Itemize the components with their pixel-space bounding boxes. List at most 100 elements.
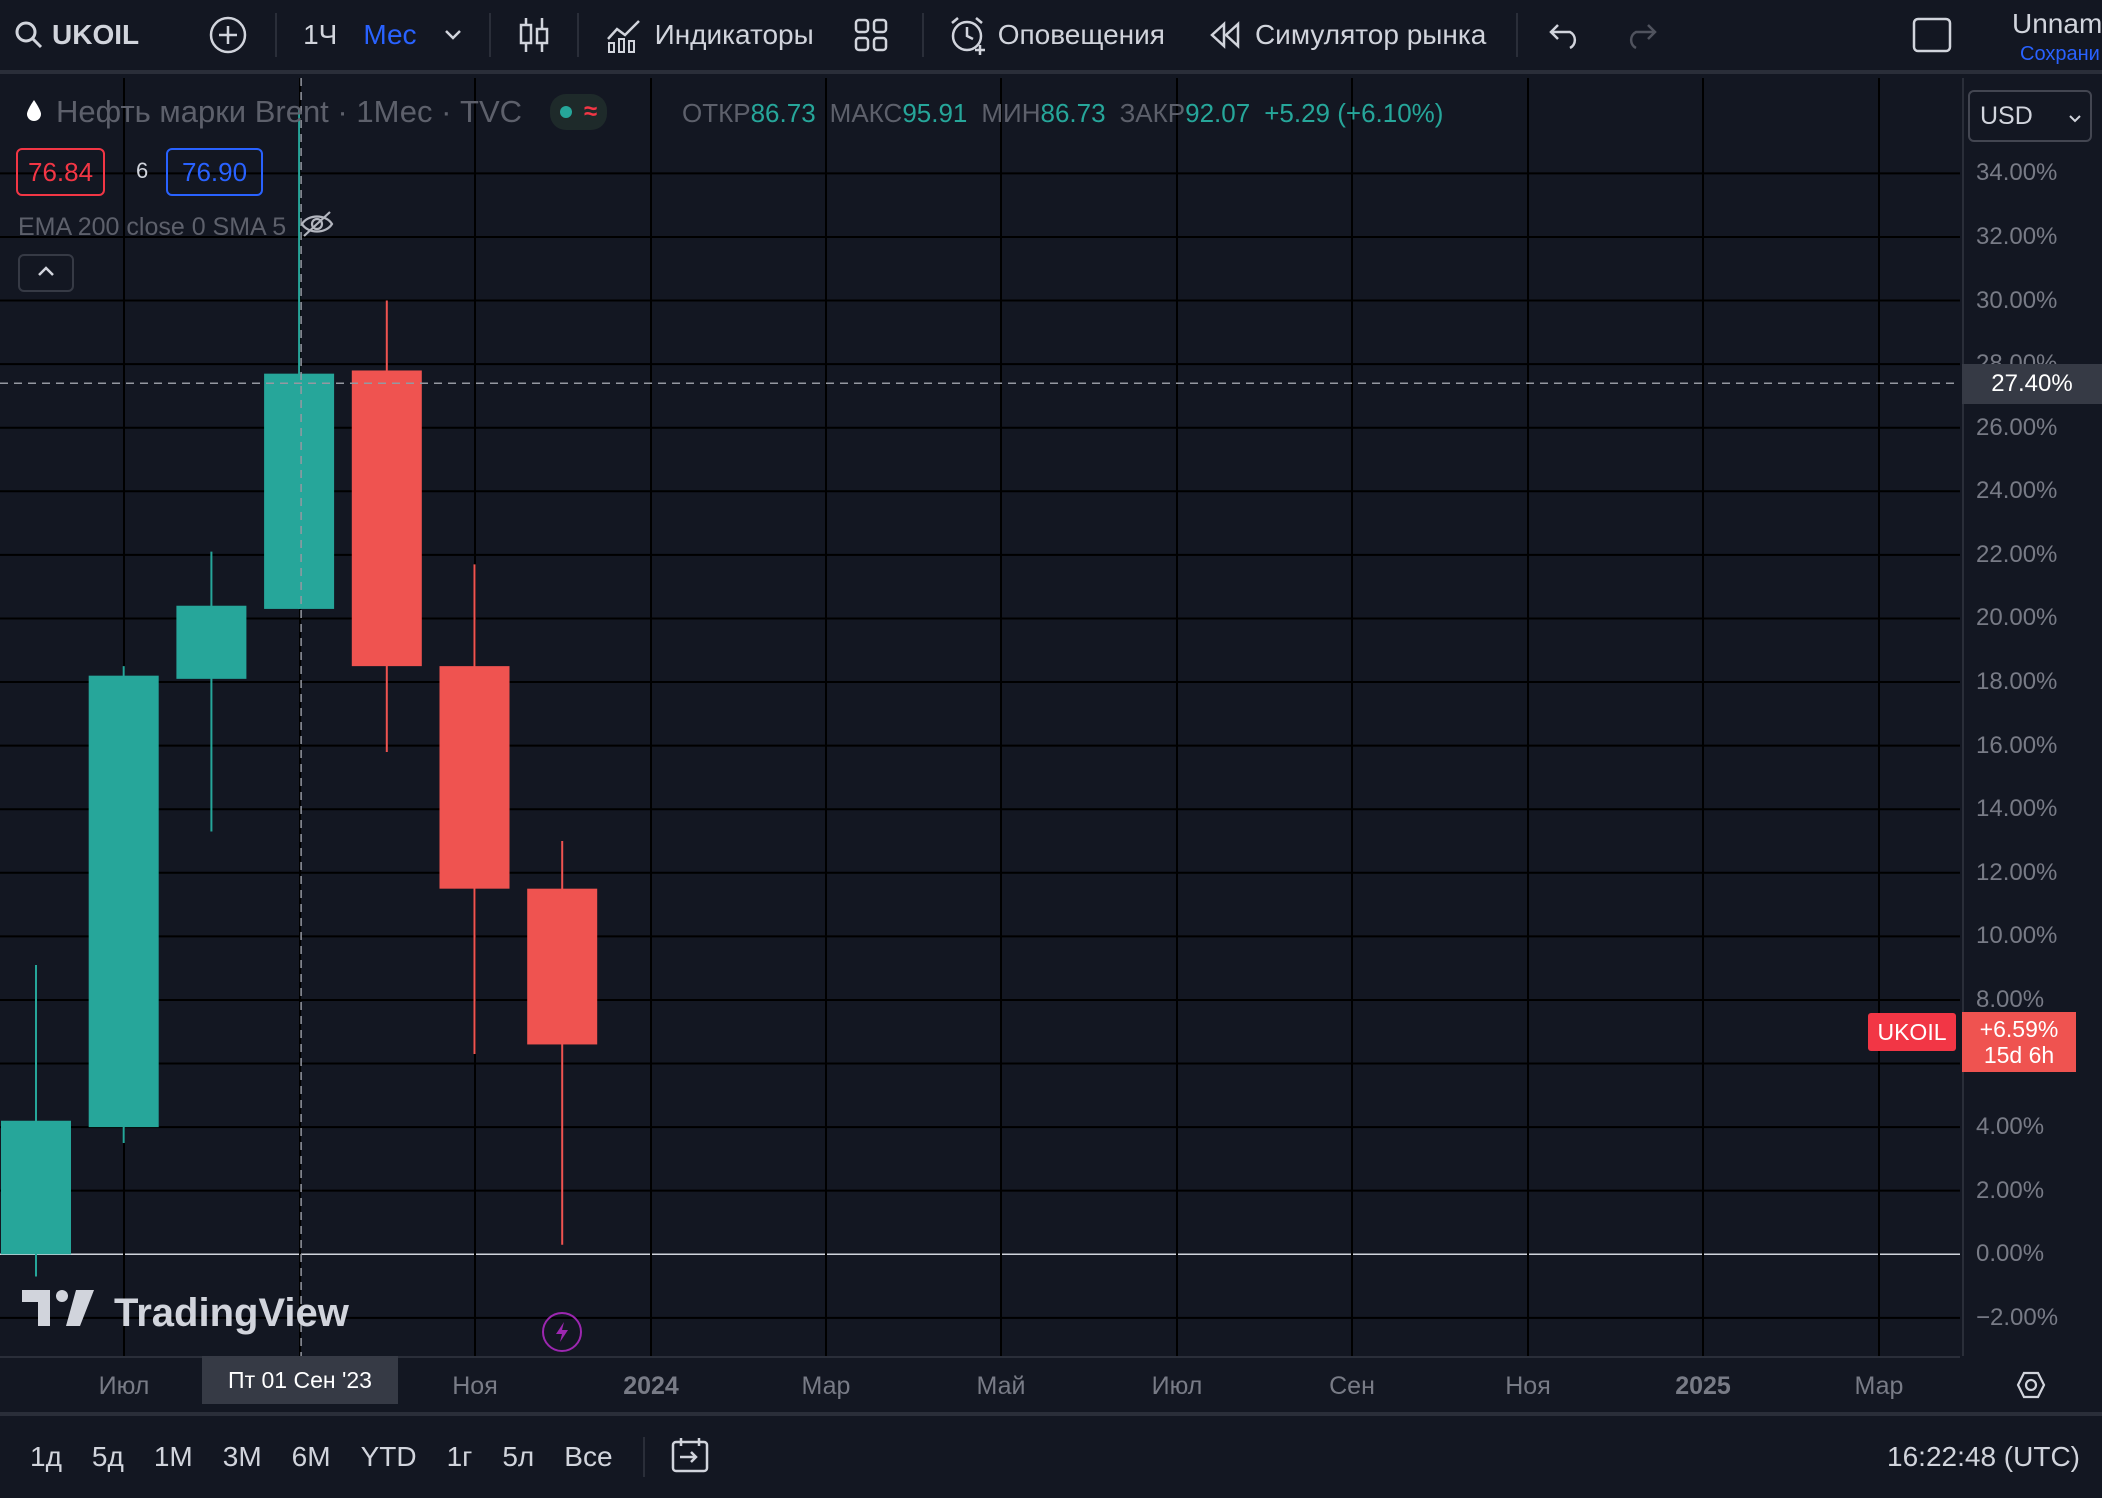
tradingview-logo[interactable]: TradingView <box>22 1290 349 1336</box>
drop-icon <box>26 94 42 130</box>
spread-value: 6 <box>136 158 149 183</box>
range-button[interactable]: 5д <box>91 1441 124 1472</box>
save-status[interactable]: Сохрани <box>2020 43 2100 65</box>
price-tick-label: 0.00% <box>1976 1240 2045 1268</box>
time-tick-label: Июл <box>1151 1372 1203 1400</box>
close-value: 92.07 <box>1185 98 1251 128</box>
watermark-text: TradingView <box>114 1290 349 1335</box>
interval-month-button[interactable]: Мес <box>363 19 417 50</box>
time-tick-label: Мар <box>1854 1372 1904 1400</box>
undo-icon[interactable] <box>1548 0 1582 72</box>
fullscreen-icon[interactable] <box>1912 0 1952 72</box>
toolbar-divider <box>921 13 924 57</box>
price-tick-label: 24.00% <box>1976 477 2058 505</box>
alarm-clock-icon <box>948 15 988 55</box>
time-tick-label: 2024 <box>623 1372 679 1400</box>
layout-name: Unnam <box>2012 8 2102 39</box>
range-button[interactable]: 1г <box>446 1441 473 1472</box>
price-tick-label: 14.00% <box>1976 795 2058 823</box>
price-tick-label: 26.00% <box>1976 413 2058 441</box>
layouts-grid-icon[interactable] <box>854 0 888 72</box>
price-tick-label: 10.00% <box>1976 922 2058 950</box>
price-tick-label: 22.00% <box>1976 540 2058 568</box>
indicators-icon <box>605 17 643 53</box>
ohlc-values: ОТКР 86.73 МАКС 95.91 МИН 86.73 ЗАКР 92.… <box>682 98 1457 129</box>
range-button[interactable]: 3М <box>222 1441 262 1472</box>
range-button[interactable]: YTD <box>360 1441 417 1472</box>
redo-icon[interactable] <box>1624 0 1658 72</box>
chevron-down-icon[interactable] <box>443 0 463 72</box>
time-tick-label: 2025 <box>1675 1372 1731 1400</box>
toolbar-divider <box>1516 13 1519 57</box>
currency-select[interactable]: USD <box>1968 90 2092 142</box>
market-status-badge[interactable]: ≈ <box>550 94 608 130</box>
low-label: МИН <box>981 98 1041 128</box>
replay-button[interactable]: Симулятор рынка <box>1209 0 1486 72</box>
candle-body <box>264 373 335 609</box>
high-label: МАКС <box>829 98 903 128</box>
currency-label: USD <box>1980 101 2033 130</box>
bottom-toolbar: 1д 5д 1М 3М 6М YTD 1г 5л Все 16:22:48 (UTC) <box>0 1412 2102 1498</box>
range-button[interactable]: 1М <box>153 1441 193 1472</box>
time-tick-label: Июл <box>98 1372 150 1400</box>
price-scale[interactable] <box>1962 78 2102 1356</box>
lightning-event-icon[interactable] <box>542 1312 582 1352</box>
collapse-legend-button[interactable] <box>18 254 74 292</box>
candle-body <box>527 888 598 1045</box>
sell-price-button[interactable]: 76.84 <box>16 148 106 196</box>
range-button[interactable]: 5л <box>502 1441 535 1472</box>
chevron-up-icon <box>37 264 55 282</box>
time-tick-label: Сен <box>1329 1372 1375 1400</box>
indicator-label: EMA 200 close 0 SMA 5 <box>18 213 287 241</box>
indicators-label: Индикаторы <box>654 19 814 50</box>
top-toolbar: UKOIL 1Ч Мес Индикаторы Оповещения Симул… <box>0 0 2102 74</box>
indicator-legend[interactable]: EMA 200 close 0 SMA 5 <box>18 210 334 245</box>
indicators-button[interactable]: Индикаторы <box>605 0 814 72</box>
price-tick-label: 4.00% <box>1976 1113 2045 1141</box>
price-tick-label: 16.00% <box>1976 731 2058 759</box>
alerts-label: Оповещения <box>997 19 1165 50</box>
time-scale[interactable] <box>0 1356 1960 1412</box>
bar-countdown: 15d 6h <box>1983 1042 2055 1068</box>
chart-pane[interactable] <box>0 78 1960 1356</box>
candles-chart-type-icon[interactable] <box>517 0 551 72</box>
price-tick-label: 30.00% <box>1976 286 2058 314</box>
layout-name-block[interactable]: Unnam Сохрани <box>2012 8 2102 65</box>
search-icon <box>14 20 44 50</box>
price-tick-label: 8.00% <box>1976 985 2045 1013</box>
last-value-tag: +6.59% 15d 6h <box>1962 1012 2076 1072</box>
legend-title: Нефть марки Brent · 1Мес · TVC <box>56 94 523 129</box>
candle-body <box>1 1120 71 1255</box>
buy-price-button[interactable]: 76.90 <box>166 148 264 196</box>
price-tick-label: 20.00% <box>1976 604 2058 632</box>
price-tick-label: −2.00% <box>1976 1303 2059 1331</box>
scale-settings-icon[interactable] <box>2016 1370 2046 1405</box>
change-value: +5.29 (+6.10%) <box>1264 98 1444 128</box>
low-value: 86.73 <box>1040 98 1106 128</box>
candle-body <box>351 370 422 667</box>
interval-1h-button[interactable]: 1Ч <box>303 19 338 50</box>
last-value: +6.59% <box>1979 1016 2059 1042</box>
time-tick-label: Мар <box>801 1372 851 1400</box>
price-tick-label: 32.00% <box>1976 222 2058 250</box>
candle-body <box>176 605 247 679</box>
delayed-data-icon: ≈ <box>584 98 598 125</box>
rewind-icon <box>1209 20 1243 50</box>
range-button[interactable]: 1д <box>30 1441 62 1472</box>
eye-hidden-icon[interactable] <box>300 210 334 245</box>
range-button[interactable]: Все <box>564 1441 613 1472</box>
toolbar-divider <box>275 13 278 57</box>
tv-logo-icon <box>22 1290 100 1336</box>
go-to-date-icon[interactable] <box>671 1437 709 1478</box>
time-tick-label: Ноя <box>452 1372 498 1400</box>
alerts-button[interactable]: Оповещения <box>948 0 1165 72</box>
range-button[interactable]: 6М <box>291 1441 331 1472</box>
price-tick-label: 2.00% <box>1976 1176 2045 1204</box>
clock[interactable]: 16:22:48 (UTC) <box>1887 1441 2080 1472</box>
price-tick-label: 12.00% <box>1976 858 2058 886</box>
crosshair-date-label: Пт 01 Сен '23 <box>202 1356 398 1404</box>
compare-add-icon[interactable] <box>209 0 247 72</box>
toolbar-divider <box>576 13 579 57</box>
symbol-search[interactable]: UKOIL <box>14 0 139 72</box>
chart-canvas[interactable] <box>0 78 1960 1356</box>
